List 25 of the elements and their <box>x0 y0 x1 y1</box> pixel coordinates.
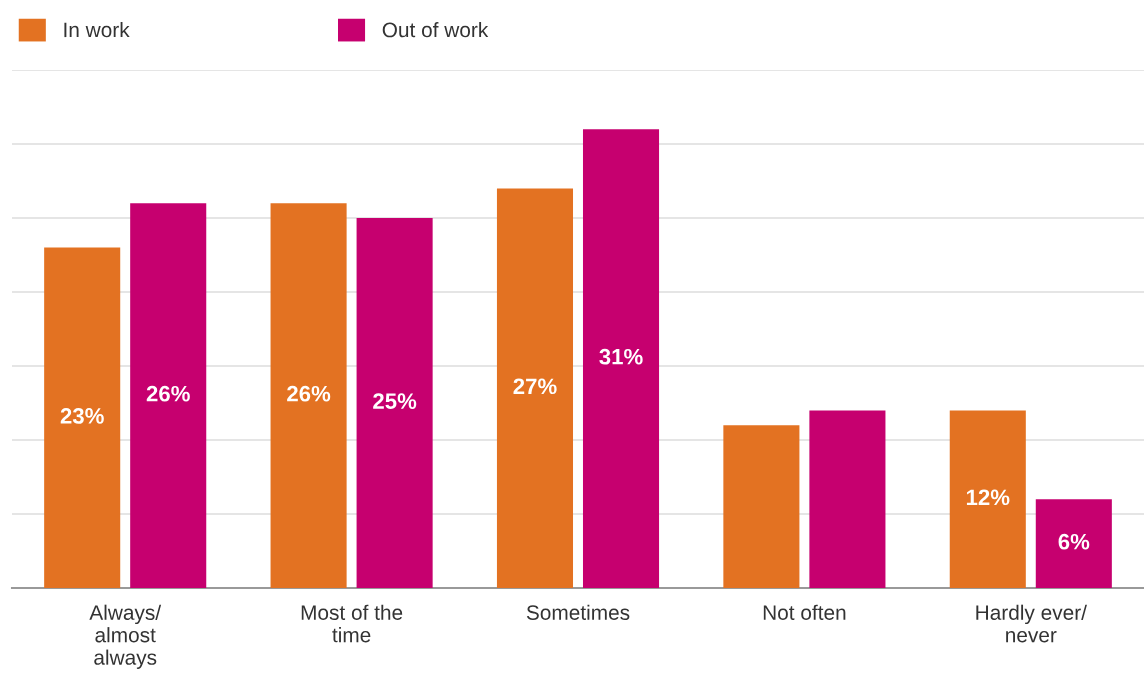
bar <box>949 410 1026 588</box>
bar <box>496 188 574 588</box>
bar <box>356 218 433 588</box>
data-label: 27% <box>513 378 557 395</box>
x-tick-label: Always/ almost always <box>89 604 162 669</box>
bar <box>723 425 800 588</box>
data-label: 6% <box>1058 533 1090 550</box>
bar <box>44 247 121 588</box>
x-tick-label: Not often <box>763 604 846 620</box>
legend-label: In work <box>64 21 130 38</box>
bar <box>582 129 660 588</box>
x-tick-label: Hardly ever/ never <box>976 604 1087 643</box>
x-tick-label: Sometimes <box>526 604 630 620</box>
legend-label: Out of work <box>382 21 489 38</box>
data-label: 31% <box>599 348 643 365</box>
data-label: 26% <box>287 385 331 402</box>
data-label: 25% <box>373 393 417 409</box>
bar <box>1035 499 1112 588</box>
data-label: 23% <box>60 408 104 424</box>
x-tick-label: Most of the time <box>301 604 403 643</box>
data-label: 12% <box>966 489 1010 506</box>
bar <box>130 203 207 588</box>
bar <box>809 410 886 588</box>
bar <box>270 203 347 588</box>
data-label: 26% <box>146 385 190 402</box>
